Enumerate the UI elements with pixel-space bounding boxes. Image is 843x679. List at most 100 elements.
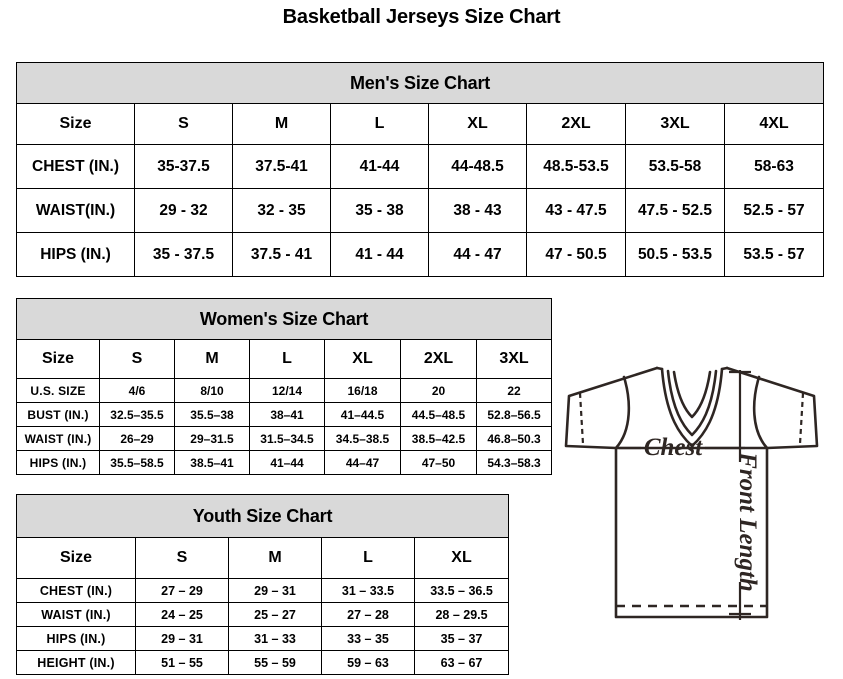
column-header-l: L	[321, 537, 415, 579]
table-header-row: Size S M L XL 2XL 3XL	[16, 339, 553, 379]
mens-chart-band-title: Men's Size Chart	[16, 62, 824, 104]
chest-label: Chest	[644, 434, 703, 461]
row-label: HIPS (IN.)	[16, 626, 136, 651]
table-cell: 28 – 29.5	[413, 602, 510, 627]
jersey-measurement-diagram: Chest Front Length	[533, 352, 838, 677]
column-header-2xl: 2XL	[526, 103, 626, 145]
youth-size-chart-table: Youth Size Chart Size S M L XL CHEST (IN…	[15, 494, 510, 675]
table-cell: 44–47	[324, 450, 401, 475]
table-cell: 35 – 37	[413, 626, 510, 651]
column-header-3xl: 3XL	[475, 339, 553, 379]
table-cell: 47 - 50.5	[526, 232, 626, 277]
column-header-s: S	[135, 537, 229, 579]
table-cell: 29 – 31	[135, 626, 229, 651]
column-header-l: L	[330, 103, 429, 145]
column-header-s: S	[99, 339, 175, 379]
row-label: WAIST (IN.)	[16, 426, 100, 451]
column-header-xl: XL	[428, 103, 527, 145]
womens-size-chart-table: Women's Size Chart Size S M L XL 2XL 3XL…	[15, 298, 553, 475]
table-row: CHEST (IN.) 27 – 29 29 – 31 31 – 33.5 33…	[16, 578, 510, 603]
jersey-svg: Chest Front Length	[564, 366, 819, 620]
column-header-xl: XL	[413, 537, 510, 579]
table-cell: 59 – 63	[321, 650, 415, 675]
row-label: CHEST (IN.)	[16, 144, 135, 189]
front-length-measure-line	[729, 370, 751, 620]
row-label: HIPS (IN.)	[16, 450, 100, 475]
table-cell: 33.5 – 36.5	[413, 578, 510, 603]
table-cell: 41-44	[330, 144, 429, 189]
table-row: BUST (IN.) 32.5–35.5 35.5–38 38–41 41–44…	[16, 402, 553, 427]
table-cell: 55 – 59	[228, 650, 322, 675]
table-row: U.S. SIZE 4/6 8/10 12/14 16/18 20 22	[16, 378, 553, 403]
row-label: WAIST (IN.)	[16, 602, 136, 627]
table-band-row: Youth Size Chart	[15, 494, 510, 538]
table-row: HIPS (IN.) 35 - 37.5 37.5 - 41 41 - 44 4…	[16, 232, 824, 277]
table-cell: 20	[400, 378, 477, 403]
table-cell: 53.5-58	[625, 144, 725, 189]
table-cell: 58-63	[724, 144, 824, 189]
table-cell: 34.5–38.5	[324, 426, 401, 451]
row-label: U.S. SIZE	[16, 378, 100, 403]
column-header-size: Size	[16, 339, 100, 379]
table-cell: 41 - 44	[330, 232, 429, 277]
table-cell: 41–44.5	[324, 402, 401, 427]
table-row: HIPS (IN.) 29 – 31 31 – 33 33 – 35 35 – …	[16, 626, 510, 651]
table-cell: 38.5–42.5	[400, 426, 477, 451]
column-header-size: Size	[16, 103, 135, 145]
neck-inner-curve	[672, 370, 712, 419]
column-header-s: S	[134, 103, 233, 145]
table-cell: 53.5 - 57	[724, 232, 824, 277]
table-cell: 54.3–58.3	[475, 450, 553, 475]
table-cell: 43 - 47.5	[526, 188, 626, 233]
table-cell: 63 – 67	[413, 650, 510, 675]
right-sleeve-hem-dash	[798, 392, 805, 445]
table-row: HEIGHT (IN.) 51 – 55 55 – 59 59 – 63 63 …	[16, 650, 510, 675]
table-cell: 31 – 33.5	[321, 578, 415, 603]
row-label: HIPS (IN.)	[16, 232, 135, 277]
column-header-size: Size	[16, 537, 136, 579]
table-row: HIPS (IN.) 35.5–58.5 38.5–41 41–44 44–47…	[16, 450, 553, 475]
table-cell: 47.5 - 52.5	[625, 188, 725, 233]
page-title: Basketball Jerseys Size Chart	[282, 6, 561, 28]
right-shoulder-line	[720, 366, 729, 371]
body-outline	[614, 446, 769, 619]
left-armhole-seam	[614, 375, 631, 450]
table-cell: 32 - 35	[232, 188, 331, 233]
table-cell: 31.5–34.5	[249, 426, 325, 451]
table-row: WAIST (IN.) 24 – 25 25 – 27 27 – 28 28 –…	[16, 602, 510, 627]
table-cell: 51 – 55	[135, 650, 229, 675]
column-header-3xl: 3XL	[625, 103, 725, 145]
table-row: CHEST (IN.) 35-37.5 37.5-41 41-44 44-48.…	[16, 144, 824, 189]
table-header-row: Size S M L XL	[16, 537, 510, 579]
row-label: BUST (IN.)	[16, 402, 100, 427]
table-cell: 24 – 25	[135, 602, 229, 627]
table-cell: 38–41	[249, 402, 325, 427]
table-cell: 48.5-53.5	[526, 144, 626, 189]
table-cell: 8/10	[174, 378, 250, 403]
table-cell: 32.5–35.5	[99, 402, 175, 427]
column-header-m: M	[232, 103, 331, 145]
column-header-4xl: 4XL	[724, 103, 824, 145]
jersey-outline-icon	[564, 366, 819, 619]
table-cell: 46.8–50.3	[475, 426, 553, 451]
column-header-2xl: 2XL	[400, 339, 477, 379]
row-label: WAIST(IN.)	[16, 188, 135, 233]
column-header-xl: XL	[324, 339, 401, 379]
table-cell: 33 – 35	[321, 626, 415, 651]
youth-chart-band-title: Youth Size Chart	[15, 494, 510, 538]
table-cell: 44.5–48.5	[400, 402, 477, 427]
table-cell: 38.5–41	[174, 450, 250, 475]
row-label: HEIGHT (IN.)	[16, 650, 136, 675]
column-header-l: L	[249, 339, 325, 379]
table-cell: 35.5–38	[174, 402, 250, 427]
table-cell: 12/14	[249, 378, 325, 403]
mens-size-chart-table: Men's Size Chart Size S M L XL 2XL 3XL 4…	[16, 62, 824, 277]
table-cell: 35 - 37.5	[134, 232, 233, 277]
womens-chart-band-title: Women's Size Chart	[15, 298, 553, 340]
left-sleeve-outline	[564, 366, 659, 450]
table-cell: 38 - 43	[428, 188, 527, 233]
right-armhole-seam	[752, 375, 769, 450]
table-row: WAIST(IN.) 29 - 32 32 - 35 35 - 38 38 - …	[16, 188, 824, 233]
row-label: CHEST (IN.)	[16, 578, 136, 603]
table-cell: 29 – 31	[228, 578, 322, 603]
